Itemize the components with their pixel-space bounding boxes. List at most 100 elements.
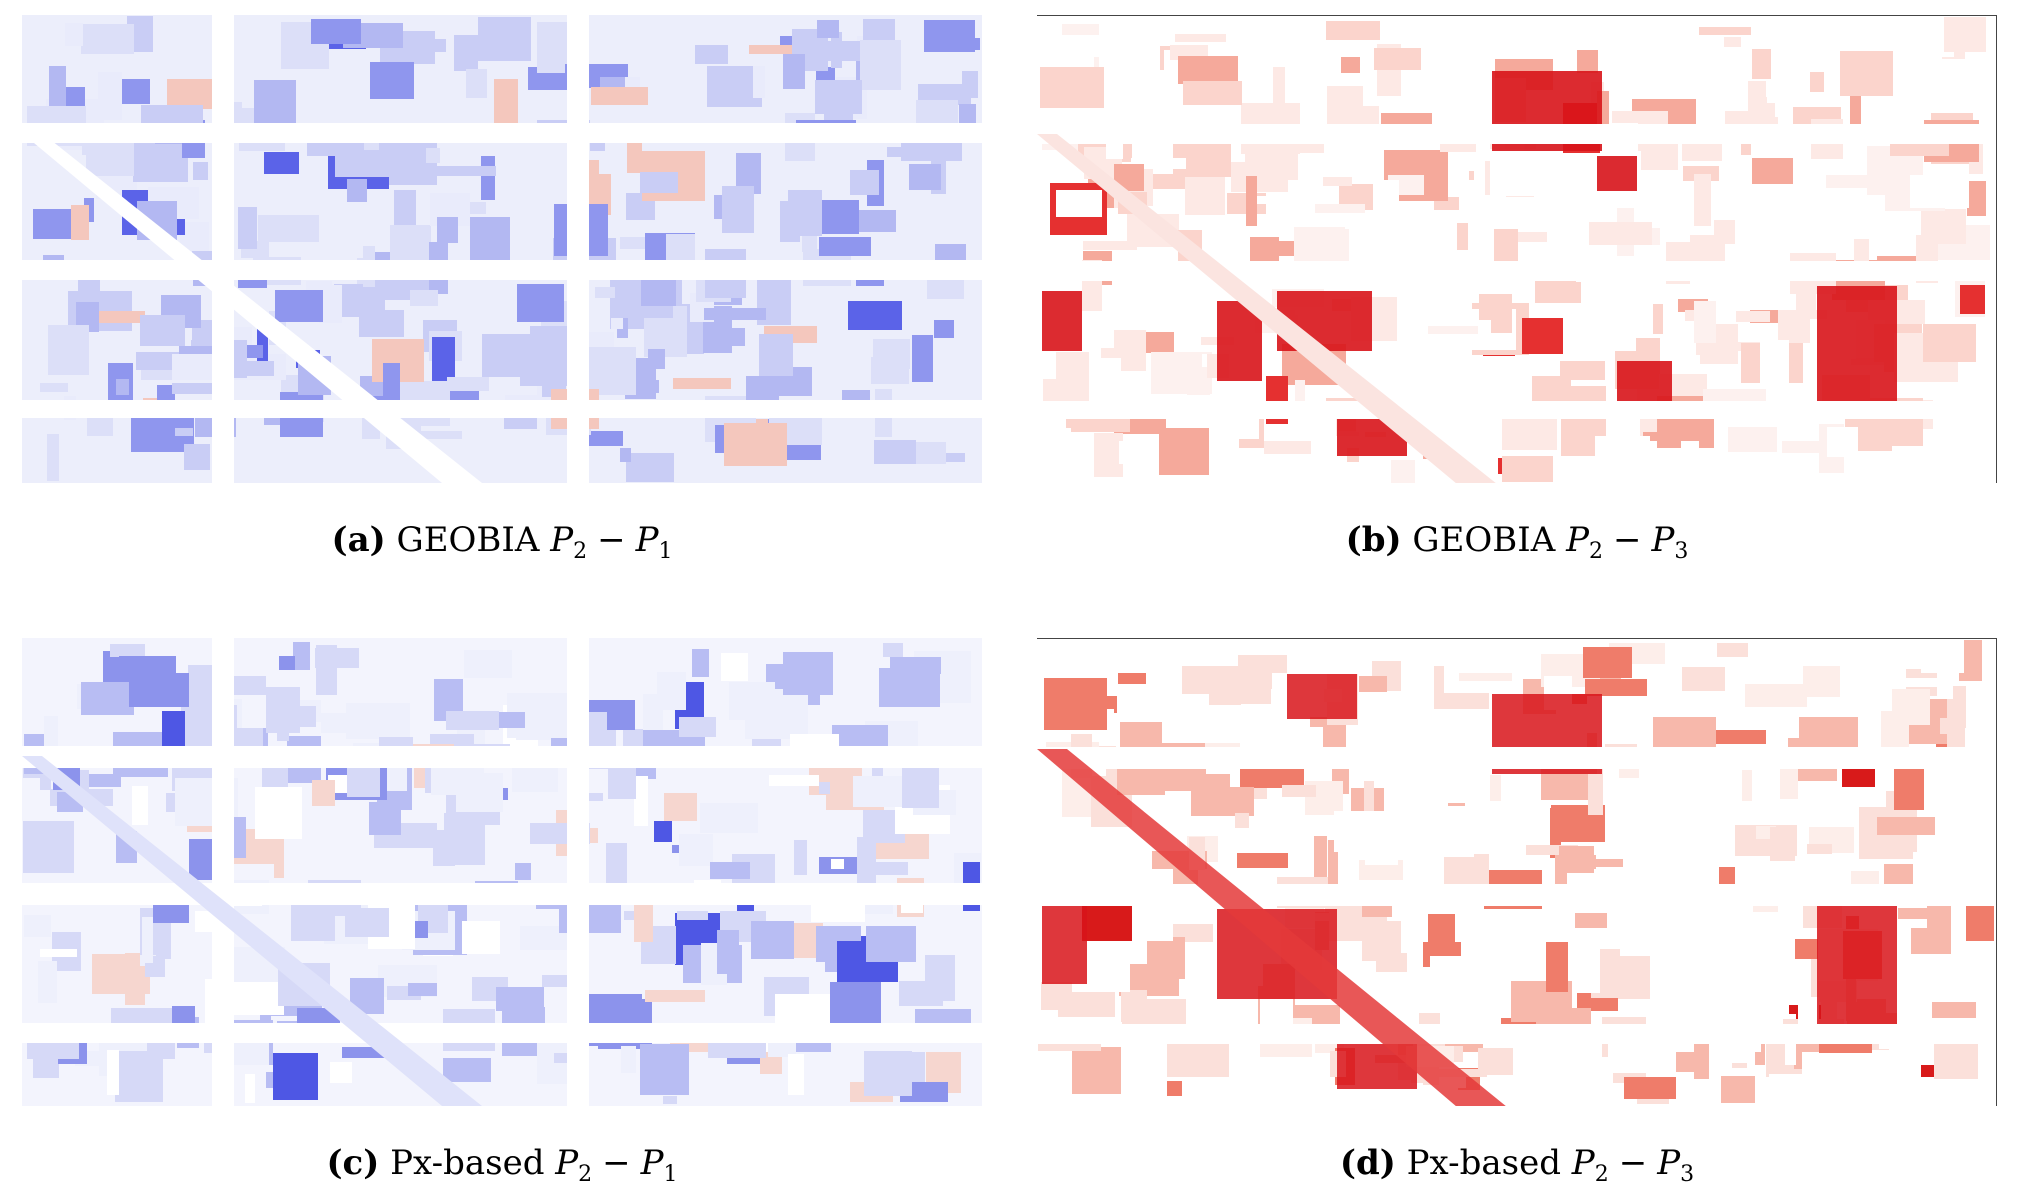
map-patch: [722, 186, 754, 233]
map-patch: [87, 413, 113, 436]
map-patch: [1908, 34, 1954, 57]
map-patch: [1460, 657, 1513, 667]
map-patch: [1314, 836, 1327, 887]
map-patch: [924, 20, 975, 52]
map-patch: [432, 337, 455, 384]
map-patch: [1101, 348, 1141, 358]
map-patch: [721, 653, 748, 681]
operator: −: [597, 520, 626, 560]
map-patch: [279, 656, 295, 670]
map-patch: [1577, 50, 1598, 73]
map-patch: [76, 302, 99, 332]
map-patch: [345, 908, 389, 937]
map-patch: [704, 308, 766, 320]
map-patch: [443, 1058, 491, 1082]
difference-map-d: [1037, 639, 1996, 1106]
map-patch: [275, 290, 323, 322]
map-patch: [1282, 785, 1316, 797]
map-patch: [347, 179, 367, 202]
map-patch: [1455, 28, 1473, 69]
operator: −: [1618, 1143, 1648, 1183]
map-patch: [871, 357, 909, 384]
map-patch: [433, 830, 455, 866]
map-patch: [1315, 204, 1365, 213]
map-patch: [47, 434, 59, 481]
map-patch: [277, 703, 289, 741]
map-patch: [942, 453, 965, 462]
map-patch: [1365, 819, 1398, 865]
map-patch: [470, 217, 510, 266]
map-patch: [606, 843, 627, 883]
map-patch: [1653, 304, 1663, 334]
map-patch: [264, 152, 299, 174]
map-patch: [857, 837, 876, 883]
map-patch: [1826, 175, 1879, 188]
sub-left: 2: [573, 539, 588, 564]
map-patch: [1643, 432, 1703, 441]
map-patch: [1694, 174, 1711, 226]
map-patch: [866, 926, 916, 962]
map-patch: [1922, 284, 1955, 315]
operator: −: [1612, 520, 1642, 560]
map-patch: [1139, 332, 1174, 353]
map-patch: [588, 332, 614, 347]
map-patch: [1250, 657, 1272, 689]
map-patch: [1681, 433, 1699, 473]
map-patch: [1944, 17, 1986, 52]
map-patch: [1175, 34, 1226, 42]
map-patch: [1315, 1043, 1344, 1053]
map-patch: [934, 320, 954, 338]
map-patch: [1040, 67, 1104, 108]
map-patch: [517, 284, 564, 322]
sub-right: 3: [1674, 539, 1689, 564]
map-patch: [1579, 325, 1636, 351]
map-patch: [1585, 679, 1647, 696]
map-patch: [48, 325, 89, 375]
map-patch: [1769, 1074, 1821, 1093]
map-patch: [1341, 57, 1360, 73]
map-patch: [38, 961, 57, 1003]
map-patch: [307, 140, 364, 156]
map-patch: [648, 349, 665, 369]
map-patch: [273, 1053, 318, 1100]
map-patch: [959, 104, 976, 125]
var-right: P: [640, 1143, 664, 1183]
map-patch: [312, 780, 335, 806]
map-patch: [245, 1074, 255, 1103]
map-patch: [1139, 84, 1157, 111]
map-patch: [1157, 694, 1209, 738]
map-patch: [695, 45, 728, 64]
map-patch: [1819, 1079, 1832, 1100]
map-patch: [673, 378, 731, 389]
map-patch: [1678, 907, 1729, 945]
caption-label: (a): [331, 520, 386, 560]
map-patch: [1094, 433, 1123, 477]
map-patch: [1606, 1084, 1628, 1101]
map-patch: [1947, 699, 1965, 750]
map-patch: [625, 77, 640, 89]
map-patch: [140, 315, 185, 346]
map-patch: [347, 768, 380, 797]
difference-map-b: [1037, 16, 1996, 483]
map-patch: [1719, 867, 1735, 884]
map-patch: [410, 290, 438, 306]
map-patch: [1724, 37, 1741, 47]
map-patch: [1589, 222, 1652, 245]
caption-method: Px-based: [1406, 1143, 1561, 1183]
map-patch: [40, 949, 77, 957]
map-patch: [1395, 709, 1451, 724]
map-patch: [293, 642, 310, 670]
map-patch: [424, 39, 446, 52]
map-patch: [1428, 326, 1478, 334]
map-patch: [520, 335, 575, 386]
map-patch: [717, 930, 739, 974]
map-patch: [1877, 817, 1935, 835]
map-patch: [1237, 853, 1288, 868]
map-patch: [1323, 177, 1352, 186]
map-patch: [788, 190, 822, 236]
sub-left: 2: [1588, 539, 1603, 564]
map-patch: [184, 444, 210, 470]
map-patch: [1151, 352, 1212, 394]
map-patch: [1373, 972, 1423, 996]
map-patch: [608, 766, 636, 799]
